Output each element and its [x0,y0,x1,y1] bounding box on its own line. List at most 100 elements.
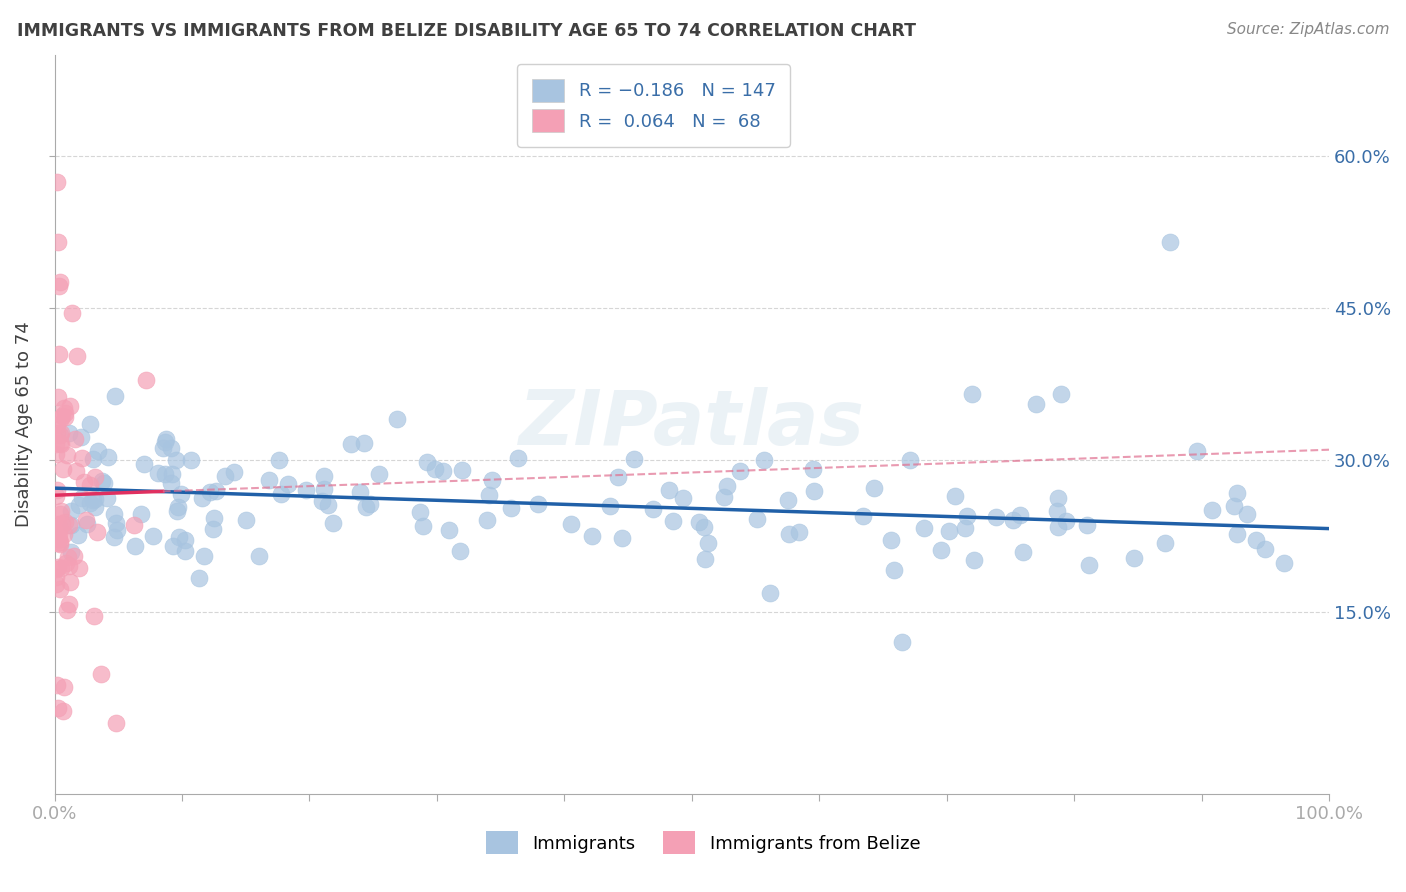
Point [105,523,128,537]
Point [155,432,177,446]
Point [48,527,70,541]
Point [58,425,80,440]
Point [60,504,83,518]
Point [882,563,904,577]
Point [48,532,70,546]
Point [129,507,152,521]
Point [105,715,128,730]
Point [48,346,70,360]
Point [1223,500,1246,514]
Point [801,462,824,476]
Point [160,467,183,482]
Point [155,467,177,481]
Point [66,349,89,363]
Point [49,582,72,597]
Point [294,483,316,497]
Point [46,390,69,404]
Point [610,531,633,545]
Point [103,507,125,521]
Point [929,543,952,558]
Point [45,437,67,451]
Text: IMMIGRANTS VS IMMIGRANTS FROM BELIZE DISABILITY AGE 65 TO 74 CORRELATION CHART: IMMIGRANTS VS IMMIGRANTS FROM BELIZE DIS… [17,22,915,40]
Point [912,521,935,535]
Point [46,516,69,531]
Point [270,487,292,501]
Point [451,463,474,477]
Point [59,399,82,413]
Point [581,529,603,543]
Point [87,444,110,458]
Point [752,453,775,467]
Point [499,500,522,515]
Point [48,279,70,293]
Point [52,705,75,719]
Point [96,491,118,506]
Point [49,504,72,518]
Point [82,451,104,466]
Point [46,483,69,498]
Point [162,539,184,553]
Point [960,387,983,401]
Point [956,508,979,523]
Point [692,520,714,534]
Point [475,513,498,527]
Point [1046,520,1069,534]
Point [1201,502,1223,516]
Point [257,474,280,488]
Point [180,453,202,467]
Point [900,453,922,467]
Point [508,450,530,465]
Point [1046,491,1069,505]
Point [368,467,391,481]
Point [49,411,72,425]
Point [58,558,80,573]
Point [153,434,176,449]
Point [70,491,93,505]
Point [49,427,72,442]
Point [713,490,735,504]
Point [160,475,183,490]
Point [46,678,69,692]
Point [48,235,70,250]
Point [527,497,550,511]
Point [174,544,197,558]
Point [758,586,780,600]
Legend: R = −0.186   N = 147, R =  0.064   N =  68: R = −0.186 N = 147, R = 0.064 N = 68 [517,64,790,146]
Point [170,487,193,501]
Point [63,433,86,447]
Point [1272,556,1295,570]
Point [415,455,437,469]
Point [1123,550,1146,565]
Point [45,489,67,503]
Point [1050,387,1073,401]
Point [49,561,72,575]
Point [49,437,72,451]
Point [75,513,97,527]
Point [696,535,718,549]
Point [103,530,125,544]
Point [314,482,336,496]
Point [314,469,336,483]
Point [45,561,67,575]
Point [963,552,986,566]
Point [1010,508,1032,523]
Point [349,485,371,500]
Point [48,700,70,714]
Point [1025,397,1047,411]
Point [58,518,80,533]
Point [83,470,105,484]
Point [49,276,72,290]
Point [55,406,77,420]
Point [803,483,825,498]
Point [79,477,101,491]
Point [56,549,79,564]
Point [1185,443,1208,458]
Point [672,491,695,505]
Point [134,457,156,471]
Point [124,539,146,553]
Point [160,441,183,455]
Point [222,465,245,479]
Point [1012,545,1035,559]
Point [193,549,215,563]
Point [247,549,270,563]
